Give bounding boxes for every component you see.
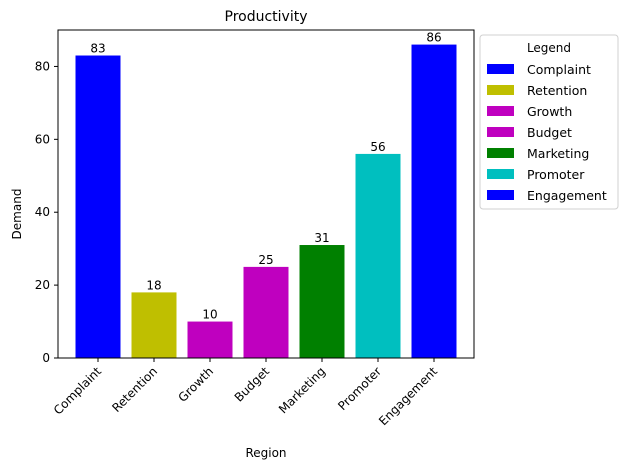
legend-title: Legend (527, 41, 571, 55)
y-axis-label: Demand (10, 189, 24, 240)
legend-swatch-marketing (487, 148, 514, 158)
bar-engagement (411, 44, 457, 358)
x-axis-label: Region (245, 446, 286, 460)
x-tick-label-budget: Budget (232, 364, 273, 405)
legend-entry-engagement: Engagement (527, 188, 607, 203)
legend-swatch-retention (487, 85, 514, 95)
legend-entry-promoter: Promoter (527, 167, 585, 182)
data-label-promoter: 56 (370, 140, 385, 154)
y-ticks-group: 0 20 40 60 80 (35, 59, 58, 365)
data-label-complaint: 83 (90, 42, 105, 56)
data-label-engagement: 86 (426, 31, 441, 45)
bar-complaint (75, 55, 121, 359)
legend-entry-complaint: Complaint (527, 62, 591, 77)
x-ticks-group: Complaint Retention Growth Budget Marketing P… (51, 358, 440, 428)
y-tick-label: 80 (35, 59, 50, 73)
bar-marketing (299, 245, 345, 358)
legend: Legend Complaint Retention Growth Budget Mar… (479, 34, 619, 210)
legend-swatch-complaint (487, 64, 514, 74)
legend-swatch-promoter (487, 169, 514, 179)
bars-group: 83 18 10 25 31 56 86 (75, 31, 457, 359)
legend-entry-retention: Retention (527, 83, 587, 98)
y-tick-label: 60 (35, 132, 50, 146)
x-tick-label-growth: Growth (176, 364, 217, 405)
data-label-retention: 18 (146, 278, 161, 292)
legend-swatch-engagement (487, 190, 514, 200)
plot-frame (57, 29, 475, 359)
legend-entry-marketing: Marketing (527, 146, 589, 161)
y-tick-label: 0 (42, 351, 50, 365)
x-tick-label-complaint: Complaint (51, 364, 104, 417)
data-label-marketing: 31 (314, 231, 329, 245)
x-tick-label-retention: Retention (109, 364, 160, 415)
x-tick-label-engagement: Engagement (376, 364, 440, 428)
bar-growth (187, 321, 233, 358)
x-tick-label-promoter: Promoter (335, 364, 384, 413)
bar-promoter (355, 153, 401, 358)
chart-title: Productivity (225, 9, 308, 25)
data-label-growth: 10 (202, 308, 217, 322)
x-tick-label-marketing: Marketing (276, 364, 328, 416)
bar-budget (243, 266, 289, 358)
y-tick-label: 20 (35, 278, 50, 292)
legend-entry-growth: Growth (527, 104, 572, 119)
legend-entry-budget: Budget (527, 125, 572, 140)
y-tick-label: 40 (35, 205, 50, 219)
legend-frame (479, 34, 619, 210)
legend-swatch-budget (487, 127, 514, 137)
legend-swatch-growth (487, 106, 514, 116)
data-label-budget: 25 (258, 253, 273, 267)
bar-retention (131, 292, 177, 358)
